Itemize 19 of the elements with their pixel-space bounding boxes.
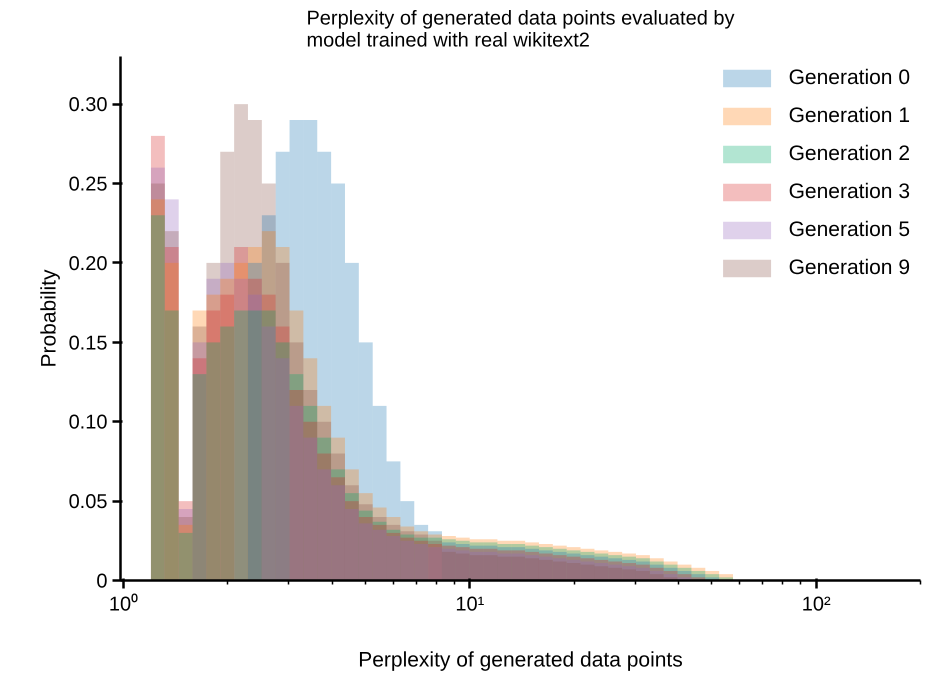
x-axis-title: Perplexity of generated data points (358, 648, 683, 672)
legend-label: Generation 2 (788, 142, 910, 166)
y-tick-label: 0.10 (68, 412, 108, 434)
y-tick-label: 0.15 (68, 332, 108, 354)
legend-label: Generation 1 (788, 104, 910, 128)
x-tick-label: 10¹ (455, 594, 485, 616)
y-tick-label: 0.30 (68, 94, 108, 116)
x-tick-label: 10² (802, 594, 832, 616)
y-tick-label: 0.25 (68, 174, 108, 196)
chart-title: Perplexity of generated data points evaluated by model trained with real wikitext2 (306, 8, 735, 52)
y-tick-label: 0.05 (68, 491, 108, 514)
x-tick-label: 10⁰ (108, 592, 138, 616)
legend-label: Generation 9 (788, 256, 910, 280)
legend-label: Generation 3 (788, 180, 910, 204)
y-tick-label: 0.20 (68, 252, 108, 275)
y-tick-label: 0 (96, 570, 108, 592)
legend-label: Generation 0 (788, 66, 910, 90)
y-axis-title: Probability (38, 268, 61, 368)
legend-label: Generation 5 (788, 218, 910, 242)
